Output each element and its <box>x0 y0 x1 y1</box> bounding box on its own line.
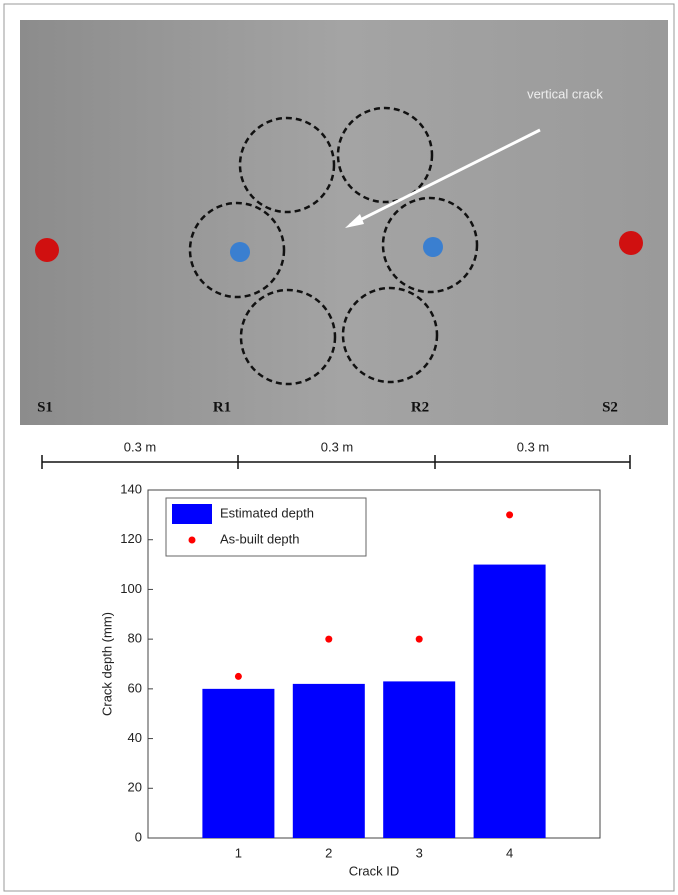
x-tick-label: 4 <box>506 845 513 860</box>
crack-arrow <box>349 128 541 227</box>
receiver-r1 <box>230 242 250 262</box>
photo-label: R2 <box>411 399 429 415</box>
x-axis-label: Crack ID <box>349 863 400 878</box>
annotation: vertical crack <box>527 86 603 101</box>
photo-label: S2 <box>602 399 618 415</box>
spacing-label: 0.3 m <box>321 439 354 454</box>
x-tick-label: 2 <box>325 845 332 860</box>
legend-swatch <box>188 536 196 544</box>
source-s1 <box>35 238 59 262</box>
bar <box>473 564 546 838</box>
bar <box>383 681 456 838</box>
sensor-circles <box>188 106 479 386</box>
legend-label: Estimated depth <box>220 505 314 520</box>
point <box>415 635 423 643</box>
y-tick-label: 60 <box>128 680 142 695</box>
photo-label: R1 <box>213 399 231 415</box>
photo: vertical crack <box>20 20 668 425</box>
y-tick-label: 40 <box>128 730 142 745</box>
x-tick-label: 3 <box>416 845 423 860</box>
legend-swatch <box>172 504 212 524</box>
y-tick-label: 120 <box>120 531 142 546</box>
arrowhead <box>345 214 364 228</box>
concrete-surface <box>20 20 668 425</box>
legend-label: As-built depth <box>220 531 300 546</box>
y-tick-label: 80 <box>128 631 142 646</box>
x-tick-label: 1 <box>235 845 242 860</box>
y-tick-label: 20 <box>128 780 142 795</box>
y-axis-label: Crack depth (mm) <box>99 612 114 716</box>
point <box>506 511 514 519</box>
frame <box>3 3 675 892</box>
receiver-r2 <box>423 237 443 257</box>
y-tick-label: 0 <box>135 829 142 844</box>
spacing-label: 0.3 m <box>517 439 550 454</box>
spacing-label: 0.3 m <box>124 439 157 454</box>
point <box>234 672 242 680</box>
source-s2 <box>619 231 643 255</box>
point <box>325 635 333 643</box>
photo-label: S1 <box>37 399 53 415</box>
bar <box>202 688 275 838</box>
dimension-line <box>41 455 631 469</box>
y-tick-label: 140 <box>120 481 142 496</box>
bar <box>292 683 365 838</box>
y-tick-label: 100 <box>120 581 142 596</box>
